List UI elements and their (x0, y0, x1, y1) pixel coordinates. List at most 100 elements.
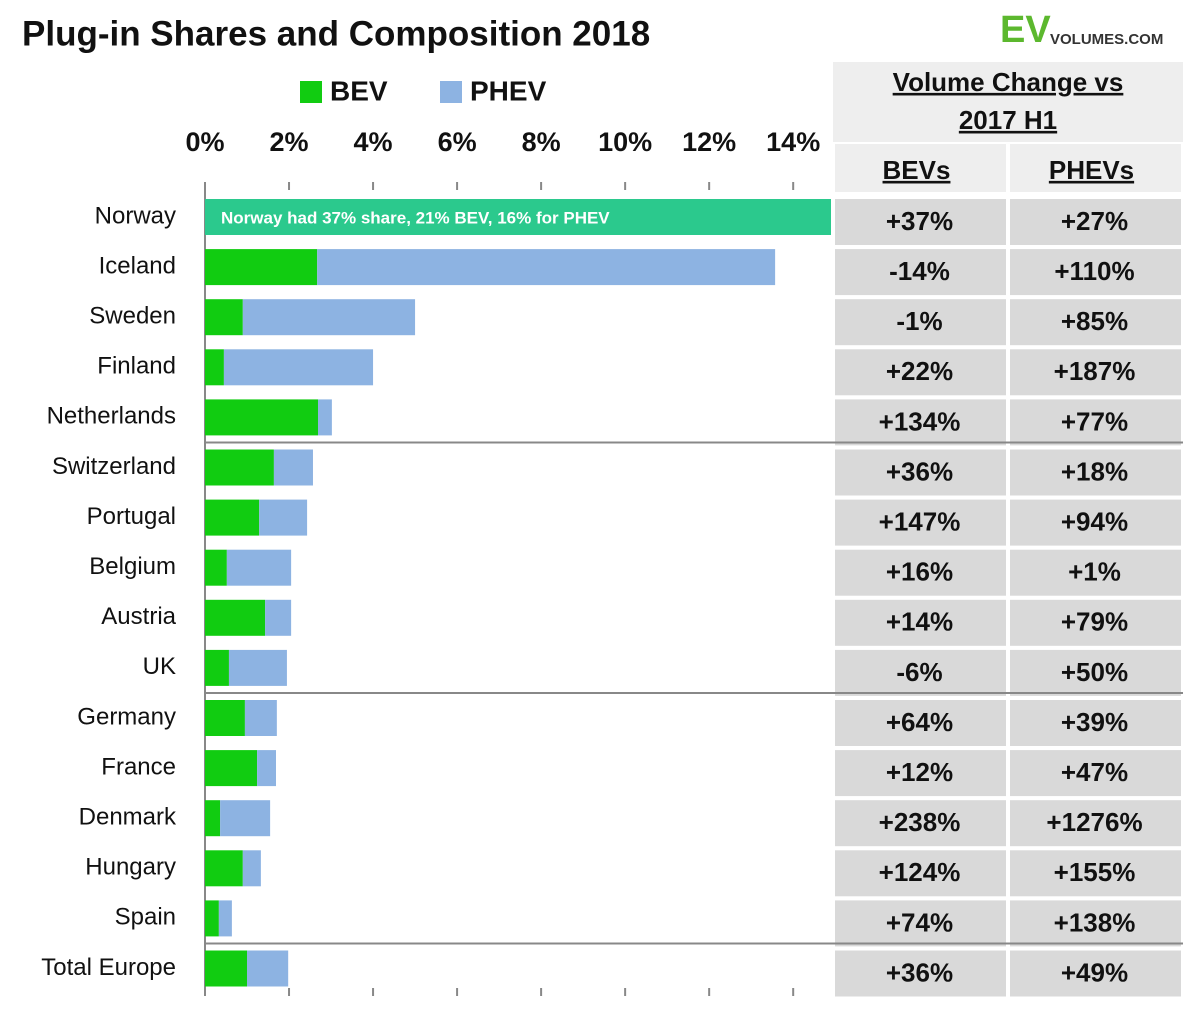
table-cell-text: +64% (886, 707, 953, 737)
bar (205, 449, 274, 486)
table-cell (1010, 599, 1181, 646)
x-tick-label: 10% (598, 127, 652, 157)
table-cell (835, 950, 1006, 997)
column-header-bg (1010, 144, 1181, 192)
table-cell-text: +74% (886, 907, 953, 937)
table-cell-text: +22% (886, 356, 953, 386)
annotation: Norway had 37% share, 21% BEV, 16% for P… (221, 208, 610, 227)
table-cell (835, 249, 1006, 296)
bar (205, 249, 318, 286)
bar (205, 599, 266, 636)
bar (265, 599, 292, 636)
bar (244, 700, 277, 736)
bar (220, 800, 271, 837)
bar (205, 499, 260, 536)
y-tick-label: UK (143, 653, 176, 680)
table-cell (835, 800, 1006, 847)
table-cell-text: -1% (896, 306, 942, 336)
table-cell-text: +155% (1054, 857, 1136, 887)
bar (205, 950, 248, 987)
bar (226, 549, 292, 586)
table-cell-text: +124% (879, 857, 961, 887)
y-tick-label: Hungary (85, 854, 176, 881)
table-cell-text: +36% (886, 957, 953, 987)
table-cell-text: +138% (1054, 907, 1136, 937)
column-header-bg (835, 144, 1006, 192)
table-cell-text: +47% (1061, 757, 1128, 787)
table-cell-text: +14% (886, 607, 953, 637)
legend-label: PHEV (470, 75, 547, 106)
table-cell (835, 199, 1006, 245)
table-title: Volume Change vs (893, 67, 1124, 97)
bar (218, 900, 232, 937)
bar (205, 900, 219, 937)
bar (242, 850, 261, 887)
table-cell-text: +18% (1061, 456, 1128, 486)
table-cell (835, 599, 1006, 646)
table-cell (1010, 649, 1181, 696)
y-tick-label: Spain (115, 904, 176, 931)
logo-main: EV (1000, 9, 1051, 51)
legend-label: BEV (330, 75, 388, 106)
chart-title: Plug-in Shares and Composition 2018 (22, 14, 650, 53)
table-cell (1010, 449, 1181, 496)
table-title: 2017 H1 (959, 105, 1057, 135)
bar (259, 499, 308, 536)
bar (228, 649, 287, 686)
x-tick-label: 6% (438, 127, 477, 157)
y-tick-label: Netherlands (47, 403, 176, 430)
table-cell-text: +77% (1061, 406, 1128, 436)
table-cell (835, 549, 1006, 596)
table-cell-text: +1276% (1046, 807, 1142, 837)
bar (205, 800, 221, 837)
table-cell (1010, 850, 1181, 897)
table-cell (1010, 299, 1181, 346)
table-cell-text: +37% (886, 206, 953, 236)
y-tick-label: Switzerland (52, 453, 176, 480)
bar (205, 399, 319, 436)
x-tick-label: 0% (185, 127, 224, 157)
table-cell (835, 349, 1006, 396)
bar (205, 299, 243, 336)
table-cell-text: +238% (879, 807, 961, 837)
y-tick-label: Germany (77, 703, 176, 730)
logo-sub: VOLUMES.COM (1050, 31, 1163, 48)
table-cell (835, 850, 1006, 897)
bar (205, 850, 243, 887)
table-cell-text: +85% (1061, 306, 1128, 336)
table-cell-text: +147% (879, 506, 961, 536)
table-cell (1010, 900, 1181, 947)
bar (205, 750, 258, 787)
bar (318, 399, 332, 436)
legend-swatch (300, 81, 322, 103)
y-tick-label: Austria (101, 603, 176, 630)
y-tick-label: France (101, 753, 176, 780)
table-cell (1010, 750, 1181, 797)
bar (205, 700, 245, 736)
y-tick-label: Finland (97, 353, 176, 380)
table-cell (835, 499, 1006, 546)
bar (205, 649, 229, 686)
table-cell (835, 399, 1006, 446)
table-cell (835, 449, 1006, 496)
table-cell-text: +187% (1054, 356, 1136, 386)
x-tick-label: 12% (682, 127, 736, 157)
table-cell-text: +49% (1061, 957, 1128, 987)
table-cell (835, 299, 1006, 346)
table-cell-text: +12% (886, 757, 953, 787)
table-header-bg (833, 62, 1183, 142)
y-tick-label: Denmark (79, 804, 177, 831)
column-header: PHEVs (1049, 155, 1134, 185)
table-cell (1010, 499, 1181, 546)
bar (223, 349, 374, 386)
table-cell-text: +27% (1061, 206, 1128, 236)
column-header: BEVs (883, 155, 951, 185)
x-tick-label: 8% (522, 127, 561, 157)
table-cell-text: +16% (886, 557, 953, 587)
y-tick-label: Norway (95, 202, 176, 229)
table-cell-text: +134% (879, 406, 961, 436)
table-cell-text: +1% (1068, 557, 1121, 587)
annotation-bar (205, 199, 831, 235)
bar (205, 549, 227, 586)
